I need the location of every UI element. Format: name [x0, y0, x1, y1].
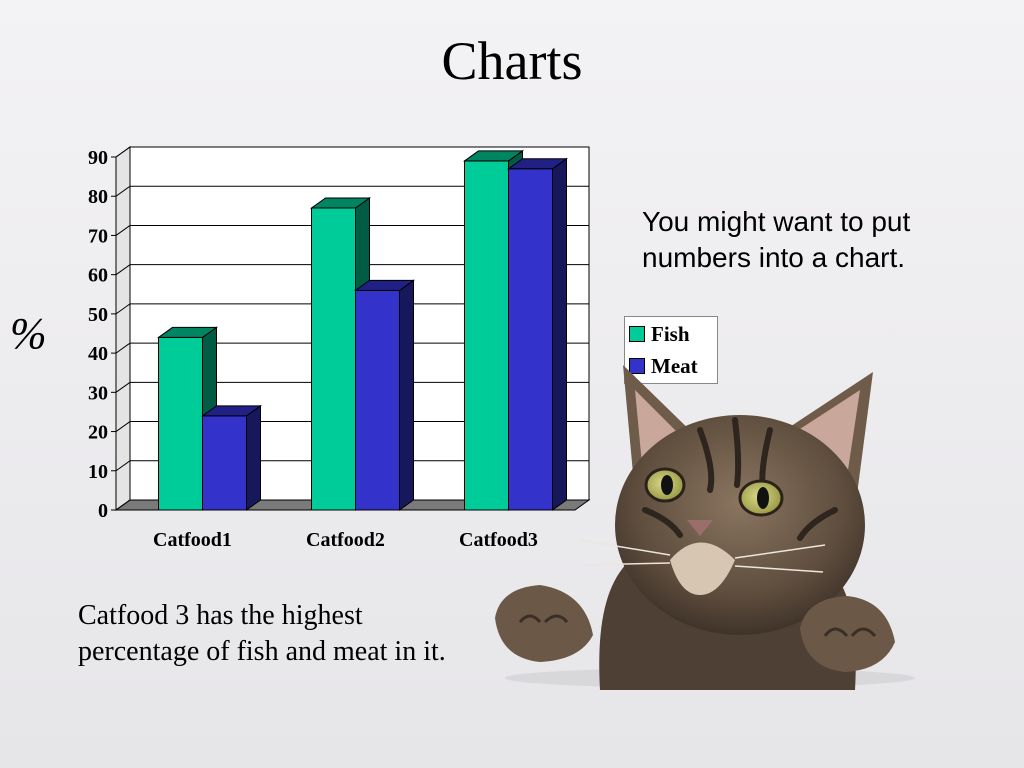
gridline-side [115, 225, 131, 236]
y-tick-label: 0 [98, 500, 108, 522]
legend-swatch-fish [629, 326, 645, 342]
bar-top-meat-catfood3 [506, 158, 569, 170]
bar-top-fish-catfood1 [156, 326, 219, 338]
legend-label-fish: Fish [651, 321, 690, 346]
cat-head [615, 415, 865, 635]
y-tick-label: 90 [88, 147, 108, 169]
y-axis-label: % [10, 309, 47, 358]
chart-legend: Fish Meat [624, 316, 718, 384]
legend-label-meat: Meat [651, 353, 698, 378]
gridline-side [115, 342, 131, 354]
gridline-side [115, 421, 131, 432]
bar-top-fish-catfood2 [309, 197, 372, 209]
bar-top-meat-catfood1 [200, 405, 263, 417]
legend-item-meat: Meat [629, 353, 698, 379]
gridline-side [115, 499, 131, 511]
y-tick-label: 30 [88, 382, 108, 404]
x-tick-label: Catfood2 [306, 529, 385, 551]
gridline-side [115, 185, 131, 197]
cat-muzzle [670, 542, 735, 595]
cat-left-paw-toes [518, 614, 569, 624]
bar-fish-catfood2 [311, 207, 356, 511]
bar-top-fish-catfood3 [462, 150, 525, 162]
bar-side-meat-catfood2 [399, 279, 414, 511]
x-tick-label: Catfood1 [153, 529, 232, 551]
y-tick-label: 10 [88, 461, 108, 483]
cat-stripes [642, 417, 838, 541]
y-tick-label: 40 [88, 343, 108, 365]
cat-right-paw [800, 596, 895, 672]
chart-side-wall [115, 146, 131, 511]
cat-right-pupil [757, 487, 769, 509]
legend-item-fish: Fish [629, 321, 690, 347]
bar-meat-catfood3 [508, 168, 553, 511]
cat-right-paw-toes [823, 627, 877, 638]
slide-title: Charts [441, 31, 583, 91]
y-tick-label: 20 [88, 422, 108, 444]
bar-fish-catfood1 [158, 336, 203, 511]
bar-meat-catfood2 [355, 289, 400, 511]
y-tick-label: 50 [88, 304, 108, 326]
cat-nose [687, 520, 713, 536]
cat-left-paw [495, 585, 593, 662]
note-text: You might want to put numbers into a cha… [642, 206, 911, 273]
legend-swatch-meat [629, 358, 645, 374]
cat-whiskers [579, 539, 826, 573]
bar-side-meat-catfood1 [246, 404, 261, 511]
x-tick-label: Catfood3 [459, 529, 538, 551]
caption-text: Catfood 3 has the highest percentage of … [78, 600, 446, 667]
gridline-side [115, 303, 131, 315]
y-tick-label: 80 [88, 186, 108, 208]
gridline-side [115, 264, 131, 276]
y-tick-label: 70 [88, 225, 108, 247]
cat-left-pupil [661, 475, 673, 495]
bar-top-meat-catfood2 [353, 279, 416, 291]
gridline-side [115, 460, 131, 472]
bar-meat-catfood1 [202, 415, 247, 511]
cat-photo [495, 365, 915, 690]
gridline-side [115, 146, 131, 158]
gridline-side [115, 381, 131, 393]
y-tick-label: 60 [88, 265, 108, 287]
